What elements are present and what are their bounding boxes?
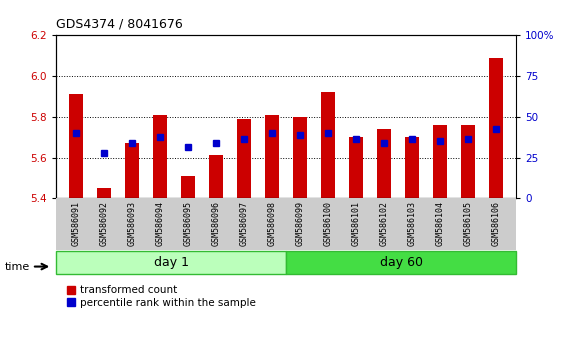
Bar xyxy=(293,117,307,198)
Bar xyxy=(181,176,195,198)
Bar xyxy=(209,155,223,198)
Text: GSM586105: GSM586105 xyxy=(464,201,473,246)
Text: time: time xyxy=(4,262,30,272)
Text: GSM586098: GSM586098 xyxy=(268,201,277,246)
Text: GSM586091: GSM586091 xyxy=(71,201,80,246)
Bar xyxy=(286,251,516,274)
Bar xyxy=(265,115,279,198)
Text: GSM586100: GSM586100 xyxy=(324,201,333,246)
Text: GSM586094: GSM586094 xyxy=(155,201,164,246)
Text: GSM586103: GSM586103 xyxy=(408,201,417,246)
Text: GSM586095: GSM586095 xyxy=(183,201,192,246)
Text: GDS4374 / 8041676: GDS4374 / 8041676 xyxy=(56,17,183,30)
Bar xyxy=(349,137,364,198)
Text: day 60: day 60 xyxy=(380,256,422,269)
Bar xyxy=(405,137,420,198)
Bar xyxy=(433,125,447,198)
Text: GSM586099: GSM586099 xyxy=(296,201,305,246)
Text: GSM586104: GSM586104 xyxy=(436,201,445,246)
Bar xyxy=(237,119,251,198)
Text: GSM586106: GSM586106 xyxy=(492,201,501,246)
Bar xyxy=(68,95,83,198)
Text: GSM586102: GSM586102 xyxy=(380,201,389,246)
Legend: transformed count, percentile rank within the sample: transformed count, percentile rank withi… xyxy=(61,281,260,312)
Bar xyxy=(461,125,475,198)
Bar xyxy=(125,143,139,198)
Bar xyxy=(321,92,335,198)
Bar xyxy=(377,129,392,198)
Bar xyxy=(56,251,286,274)
Text: GSM586093: GSM586093 xyxy=(127,201,136,246)
Text: GSM586101: GSM586101 xyxy=(352,201,361,246)
Bar xyxy=(97,188,111,198)
Bar xyxy=(489,58,504,198)
Text: day 1: day 1 xyxy=(154,256,188,269)
Bar xyxy=(153,115,167,198)
Text: GSM586092: GSM586092 xyxy=(99,201,108,246)
Text: GSM586096: GSM586096 xyxy=(211,201,220,246)
Text: GSM586097: GSM586097 xyxy=(240,201,249,246)
